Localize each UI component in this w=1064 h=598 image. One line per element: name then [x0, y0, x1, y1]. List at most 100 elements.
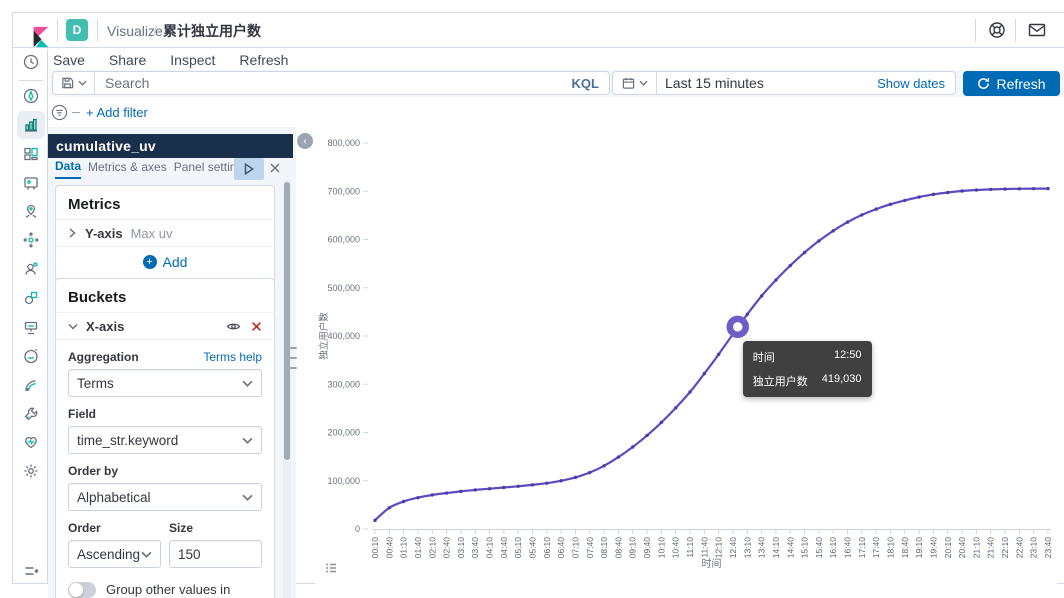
order-select[interactable]: Ascending	[68, 540, 161, 568]
sidebar-item-maps[interactable]	[17, 197, 45, 225]
svg-text:16:40: 16:40	[843, 537, 853, 559]
inspect-button[interactable]: Inspect	[170, 52, 215, 68]
size-input[interactable]: 150	[169, 540, 262, 568]
svg-text:05:40: 05:40	[528, 537, 538, 559]
nav-rail	[13, 49, 48, 583]
aggregation-value: Terms	[77, 376, 114, 391]
svg-text:23:10: 23:10	[1029, 537, 1039, 559]
sidebar-item-visualize[interactable]	[17, 111, 45, 139]
terms-help-link[interactable]: Terms help	[203, 350, 262, 364]
sidebar-item-metrics[interactable]	[17, 284, 45, 312]
svg-text:07:10: 07:10	[570, 537, 580, 559]
sidebar-item-dashboard[interactable]	[17, 140, 45, 168]
refresh-icon	[977, 77, 990, 90]
header-separator	[1015, 19, 1016, 42]
svg-text:06:40: 06:40	[556, 537, 566, 559]
svg-text:08:10: 08:10	[599, 537, 609, 559]
sidebar-item-canvas[interactable]	[17, 169, 45, 197]
x-axis-bucket-row[interactable]: X-axis	[56, 312, 274, 340]
svg-text:12:40: 12:40	[728, 537, 738, 559]
order-value: Ascending	[77, 547, 140, 562]
svg-text:00:40: 00:40	[384, 537, 394, 559]
svg-text:18:10: 18:10	[885, 537, 895, 559]
discard-changes-icon[interactable]	[267, 160, 283, 176]
metrics-heading: Metrics	[68, 196, 262, 213]
apply-changes-button[interactable]	[234, 158, 264, 180]
y-axis-metric-row[interactable]: Y-axis Max uv	[56, 219, 274, 247]
sidebar-item-management[interactable]	[17, 457, 45, 485]
aggregation-label: Aggregation	[68, 350, 139, 364]
svg-text:10:10: 10:10	[656, 537, 666, 559]
svg-text:22:10: 22:10	[1000, 537, 1010, 559]
sidebar-item-apm[interactable]	[17, 313, 45, 341]
legend-toggle-icon[interactable]	[324, 561, 338, 575]
aggregation-select[interactable]: Terms	[68, 369, 262, 397]
refresh-button[interactable]: Refresh	[963, 71, 1060, 96]
svg-text:14:10: 14:10	[771, 537, 781, 559]
mail-icon[interactable]	[1027, 20, 1047, 40]
chevron-down-icon	[242, 380, 253, 387]
remove-bucket-icon[interactable]	[251, 321, 262, 332]
save-button[interactable]: Save	[53, 52, 85, 68]
sidebar-item-logs[interactable]	[17, 371, 45, 399]
svg-text:11:10: 11:10	[685, 537, 695, 558]
tooltip-uv-label: 独立用户数	[753, 373, 808, 389]
show-dates-link[interactable]: Show dates	[877, 76, 955, 91]
search-input[interactable]: Search	[95, 75, 572, 91]
eye-icon[interactable]	[226, 321, 241, 332]
kql-toggle[interactable]: KQL	[572, 76, 609, 91]
sidebar-item-dev-tools[interactable]	[17, 400, 45, 428]
svg-text:07:40: 07:40	[585, 537, 595, 559]
group-other-toggle[interactable]	[68, 582, 96, 598]
svg-text:13:40: 13:40	[757, 537, 767, 559]
svg-text:17:10: 17:10	[857, 537, 867, 559]
svg-text:02:40: 02:40	[442, 537, 452, 559]
svg-text:20:40: 20:40	[957, 537, 967, 559]
vis-title: cumulative_uv	[56, 138, 156, 154]
svg-text:500,000: 500,000	[327, 283, 360, 293]
sidebar-item-stack-monitoring[interactable]	[17, 428, 45, 456]
svg-text:600,000: 600,000	[327, 235, 360, 245]
save-query-icon	[61, 76, 74, 90]
calendar-button[interactable]	[613, 72, 657, 94]
query-bar: Search KQL Last 15 minutes Show dates Re…	[49, 70, 1064, 97]
svg-text:700,000: 700,000	[327, 186, 360, 196]
sidebar-item-graph[interactable]	[17, 255, 45, 283]
share-button[interactable]: Share	[109, 52, 146, 68]
recently-viewed-icon[interactable]	[17, 48, 45, 76]
collapse-nav-icon[interactable]	[17, 557, 45, 585]
field-select[interactable]: time_str.keyword	[68, 426, 262, 454]
saved-query-button[interactable]	[53, 72, 95, 94]
svg-text:15:40: 15:40	[814, 537, 824, 559]
svg-text:200,000: 200,000	[327, 428, 360, 438]
collapse-sidebar-button[interactable]: ‹	[297, 133, 313, 149]
refresh-button-label: Refresh	[996, 76, 1045, 92]
metric-axis-label: Y-axis	[85, 226, 123, 241]
field-label: Field	[68, 407, 96, 421]
order-by-select[interactable]: Alphabetical	[68, 483, 262, 511]
tab-data[interactable]: Data	[55, 159, 81, 179]
sidebar-item-uptime[interactable]	[17, 342, 45, 370]
sidebar-item-machine-learning[interactable]	[17, 226, 45, 254]
svg-text:100,000: 100,000	[327, 476, 360, 486]
chevron-down-icon	[242, 494, 253, 501]
svg-text:00:10: 00:10	[370, 537, 380, 559]
sidebar-resize-handle[interactable]	[290, 347, 298, 369]
sidebar-item-discover[interactable]	[17, 82, 45, 110]
breadcrumb-page-title: 累计独立用户数	[163, 13, 261, 48]
sidebar-scrollbar-thumb[interactable]	[284, 182, 290, 460]
help-icon[interactable]	[987, 20, 1007, 40]
svg-text:400,000: 400,000	[327, 331, 360, 341]
header-separator	[97, 19, 98, 42]
space-avatar[interactable]: D	[66, 19, 88, 41]
calendar-icon	[622, 76, 635, 90]
svg-text:19:10: 19:10	[914, 537, 924, 559]
add-filter-link[interactable]: + Add filter	[86, 105, 148, 120]
add-metric-button[interactable]: + Add	[68, 247, 262, 277]
filter-icon[interactable]	[51, 104, 68, 121]
kibana-logo-icon[interactable]	[30, 26, 52, 48]
time-range-value[interactable]: Last 15 minutes	[657, 75, 877, 91]
svg-text:18:40: 18:40	[900, 537, 910, 559]
tab-metrics-axes[interactable]: Metrics & axes	[88, 160, 167, 178]
refresh-menu-button[interactable]: Refresh	[239, 52, 288, 68]
